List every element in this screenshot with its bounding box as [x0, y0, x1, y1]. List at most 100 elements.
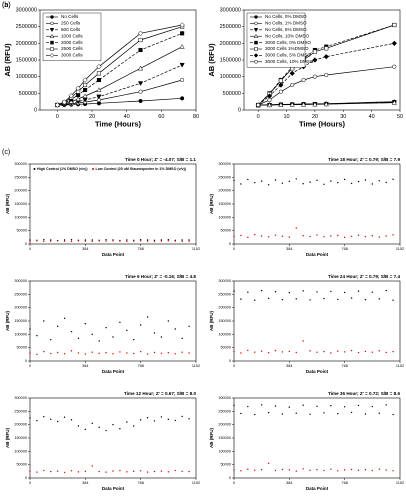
- x-axis-label: Data Point: [102, 252, 125, 257]
- data-point: [91, 333, 93, 336]
- data-point: [385, 351, 387, 354]
- y-tick-label: 150000: [218, 436, 231, 440]
- marker: [324, 72, 329, 78]
- data-point: [139, 324, 142, 326]
- data-point: [77, 240, 80, 242]
- data-point: [133, 240, 135, 242]
- x-tick-label: 20: [89, 114, 95, 120]
- marker: [289, 101, 295, 107]
- legend-label: 3000 Cells 1%DMSO: [265, 46, 309, 51]
- data-point: [139, 470, 142, 472]
- data-point: [240, 183, 242, 185]
- data-point: [126, 240, 128, 243]
- data-point: [29, 352, 31, 354]
- x-tick-label: 384: [82, 247, 88, 251]
- data-point: [56, 325, 59, 328]
- data-point: [153, 240, 156, 243]
- data-point: [316, 291, 318, 293]
- data-point: [267, 352, 270, 354]
- y-tick-label: 3000000: [220, 7, 241, 13]
- data-point: [350, 297, 353, 299]
- data-point: [160, 336, 163, 338]
- data-point: [281, 182, 284, 184]
- marker: [256, 102, 261, 108]
- legend-marker: [92, 168, 95, 170]
- marker: [180, 77, 185, 83]
- y-axis-label: AB (RFU): [5, 428, 10, 448]
- y-tick-label: 2500000: [220, 24, 241, 30]
- data-point: [126, 239, 128, 241]
- y-axis-label: AB (RFU): [5, 194, 10, 214]
- data-point: [70, 330, 73, 333]
- y-tick-label: 0: [229, 359, 231, 363]
- data-point: [343, 291, 346, 294]
- chart-title: Time 18 Hour; Z' = 0.79; S/B = 7.9: [328, 157, 400, 162]
- legend-marker: [50, 21, 54, 26]
- y-tick-label: 100000: [218, 215, 231, 219]
- marker: [289, 70, 295, 77]
- data-point: [260, 289, 263, 292]
- data-point: [260, 180, 263, 182]
- data-point: [364, 298, 367, 301]
- x-tick-label: 40: [124, 114, 130, 120]
- y-tick-label: 150000: [14, 436, 27, 440]
- data-point: [316, 351, 318, 353]
- x-axis-label: Data Point: [102, 369, 125, 374]
- x-tick-label: 0: [29, 247, 31, 251]
- legend-marker: [50, 40, 54, 45]
- marker: [96, 77, 101, 83]
- legend-label: 2000 Cells: [61, 40, 83, 45]
- legend-marker: [49, 33, 55, 38]
- data-point: [260, 469, 263, 471]
- y-tick-label: 0: [25, 476, 27, 480]
- x-tick-label: 0: [257, 114, 260, 120]
- data-point: [371, 235, 374, 237]
- data-point: [98, 352, 100, 354]
- legend-marker: [254, 60, 258, 64]
- data-point: [378, 468, 380, 470]
- x-tick-label: 768: [341, 481, 347, 485]
- data-point: [50, 418, 52, 421]
- y-tick-label: 0: [25, 359, 27, 363]
- data-point: [167, 418, 170, 421]
- y-tick-label: 250000: [218, 175, 231, 179]
- marker: [300, 101, 307, 107]
- data-point: [364, 413, 367, 415]
- y-axis-label: AB (RFU): [209, 428, 214, 448]
- data-point: [274, 349, 277, 352]
- data-point: [70, 350, 73, 352]
- y-tick-label: 50000: [220, 463, 231, 467]
- marker: [391, 99, 397, 105]
- legend-label: 500 Cells: [61, 27, 81, 32]
- data-point: [43, 350, 45, 353]
- data-point: [316, 234, 318, 236]
- data-point: [133, 352, 135, 355]
- data-point: [343, 469, 346, 471]
- marker: [138, 98, 143, 104]
- data-point: [309, 235, 311, 238]
- data-point: [260, 235, 263, 237]
- x-tick-label: 1152: [396, 247, 404, 251]
- marker: [312, 74, 317, 79]
- data-point: [153, 239, 156, 241]
- data-point: [364, 179, 367, 181]
- x-tick-label: 0: [233, 364, 235, 368]
- data-point: [371, 469, 374, 472]
- y-tick-label: 50000: [220, 229, 231, 233]
- y-tick-label: 150000: [218, 202, 231, 206]
- data-point: [281, 468, 284, 471]
- marker: [138, 37, 143, 43]
- marker: [96, 71, 101, 76]
- data-point: [316, 405, 318, 407]
- data-point: [233, 404, 235, 407]
- marker: [290, 82, 295, 88]
- data-point: [350, 468, 353, 471]
- y-tick-label: 200000: [14, 189, 27, 193]
- x-tick-label: 1152: [192, 481, 200, 485]
- data-point: [343, 178, 346, 181]
- data-point: [254, 469, 256, 471]
- y-tick-label: 200000: [218, 423, 231, 427]
- y-tick-label: 150000: [14, 319, 27, 323]
- data-point: [181, 240, 183, 243]
- data-point: [357, 180, 360, 183]
